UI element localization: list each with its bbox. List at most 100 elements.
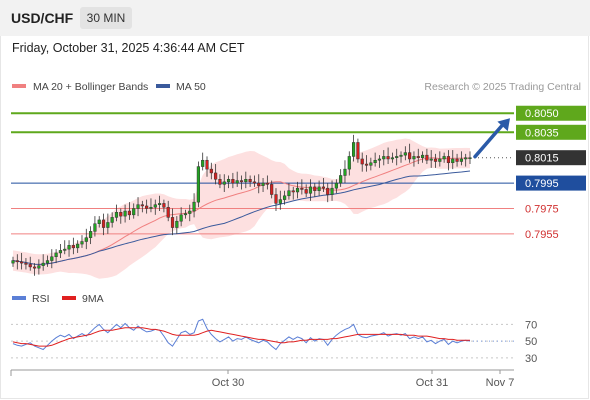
candle (231, 172, 235, 189)
candle (214, 164, 218, 185)
candle (339, 169, 343, 187)
candle (257, 174, 261, 194)
forecast-arrow (473, 118, 510, 159)
candle-body (157, 203, 162, 205)
candle (84, 228, 88, 250)
candle-body (153, 204, 157, 208)
candle (438, 151, 442, 167)
level-labels: 0.8050 0.8035 0.8015 0.7995 0.7975 0.7955 (516, 105, 586, 241)
candle-body (425, 154, 429, 161)
candle (149, 198, 153, 213)
pivot-label: 0.7995 (525, 178, 559, 190)
candle-body (149, 206, 153, 209)
candle (54, 249, 58, 264)
candle-body (123, 210, 127, 217)
candle (464, 153, 468, 167)
candle (287, 183, 291, 200)
candle (153, 199, 157, 215)
rsi-tick-label: 30 (525, 353, 537, 365)
candle-body (106, 222, 110, 228)
candle (114, 204, 119, 222)
forecast-arrow-shaft (473, 121, 506, 159)
candle-body (201, 159, 205, 167)
candle-body (20, 261, 24, 264)
candle (360, 152, 364, 172)
x-tick-label: Nov 7 (486, 377, 515, 389)
moving-averages (12, 157, 471, 265)
candle-body (101, 219, 106, 228)
candle-body (261, 182, 265, 186)
candle (222, 174, 226, 192)
x-tick-label: Oct 31 (416, 377, 448, 389)
candle (390, 152, 394, 163)
candle-body (192, 201, 196, 212)
candle (101, 213, 106, 236)
candle-body (127, 210, 131, 216)
candle-body (468, 157, 472, 159)
candle-body (209, 168, 213, 174)
candle-body (356, 142, 360, 160)
candle (248, 175, 252, 187)
candle (93, 216, 97, 237)
candle-body (334, 182, 338, 189)
candle (50, 249, 54, 269)
candle-body (71, 245, 75, 249)
candle (166, 200, 170, 222)
candle-body (63, 248, 67, 251)
candle (369, 157, 373, 171)
candle-body (270, 184, 274, 195)
candle (183, 209, 188, 219)
candle-body (317, 186, 321, 191)
candle (270, 180, 274, 199)
candle (205, 156, 209, 177)
candle-body (300, 187, 304, 190)
candle (192, 193, 196, 218)
candle-body (360, 158, 364, 165)
candle (28, 256, 32, 271)
candle (295, 181, 300, 199)
ma50-legend-label: MA 50 (176, 81, 206, 93)
candle (80, 235, 84, 248)
candle-body (308, 186, 313, 194)
candle (188, 204, 192, 222)
candle (451, 150, 455, 170)
candle (429, 150, 433, 168)
candle (403, 146, 407, 161)
candle-body (442, 156, 446, 160)
candle (317, 180, 321, 196)
candle (132, 203, 136, 219)
candle-body (15, 260, 19, 263)
candle-body (110, 217, 114, 223)
candle-body (136, 204, 140, 209)
candle (274, 188, 278, 212)
candle (119, 208, 123, 224)
instrument-title: USD/CHF (11, 10, 74, 26)
candle-body (278, 199, 282, 204)
last-price-label: 0.8015 (525, 153, 559, 165)
candle (446, 150, 451, 171)
candle-body (352, 142, 356, 157)
candle-body (218, 179, 222, 185)
candle (416, 148, 420, 165)
candle (356, 138, 360, 163)
candle-body (403, 152, 407, 156)
rsi-legend-swatch (12, 296, 26, 300)
candle-body (28, 264, 32, 268)
candle-body (326, 187, 330, 195)
candles (11, 134, 472, 276)
candle (395, 148, 399, 166)
candle-body (196, 166, 200, 203)
candle-body (244, 179, 248, 183)
forecast-arrow-head (497, 118, 510, 132)
candle-body (399, 154, 403, 157)
candle-body (274, 194, 278, 204)
timeframe-button[interactable]: 30 MIN (80, 7, 132, 29)
rsi-panel: 70 50 30 (11, 318, 537, 365)
candle-body (84, 237, 88, 242)
candle (321, 178, 326, 192)
candle (343, 160, 347, 184)
candle-body (183, 213, 188, 216)
candle (330, 180, 334, 201)
candle-body (248, 179, 252, 183)
